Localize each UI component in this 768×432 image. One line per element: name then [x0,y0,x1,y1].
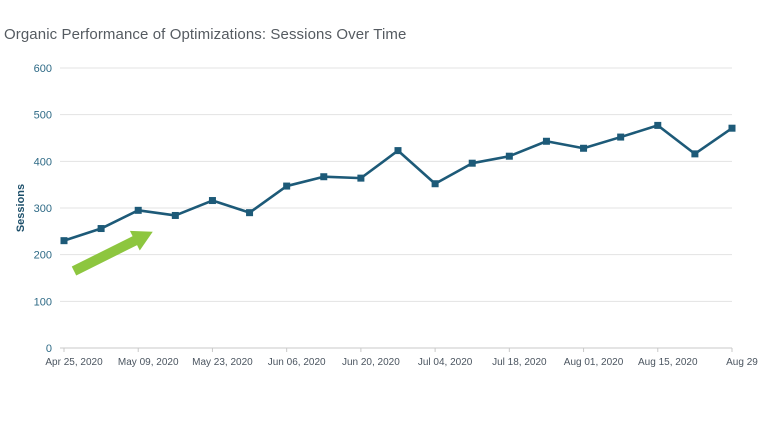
data-point-12 [505,152,513,160]
x-tick-label-16: Aug 15, 2020 [638,357,698,368]
x-tick-label-10: Jul 04, 2020 [418,357,473,368]
data-point-10 [431,180,439,188]
data-point-2 [134,206,142,214]
data-point-0 [60,237,68,245]
y-tick-label-500: 500 [34,110,52,122]
y-tick-label-300: 300 [34,203,52,215]
x-tick-label-8: Jun 20, 2020 [342,357,400,368]
x-tick-label-0: Apr 25, 2020 [45,357,103,368]
y-tick-label-400: 400 [34,156,52,168]
data-point-9 [394,147,402,155]
data-point-14 [580,144,588,152]
x-tick-label-18: Aug 29 [726,357,758,368]
sessions-line [62,124,734,242]
data-point-7 [320,173,328,181]
data-point-13 [542,137,550,145]
trend-arrow-icon [71,230,153,276]
data-point-15 [617,133,625,141]
y-tick-label-0: 0 [46,343,52,355]
x-tick-label-2: May 09, 2020 [118,357,179,368]
data-point-6 [283,182,291,190]
data-point-4 [208,197,216,205]
x-tick-label-14: Aug 01, 2020 [564,357,624,368]
data-point-5 [246,209,254,217]
y-tick-label-600: 600 [34,63,52,75]
data-point-8 [357,174,365,182]
data-point-11 [468,159,476,167]
data-point-18 [728,124,736,132]
y-tick-label-100: 100 [34,296,52,308]
y-tick-label-200: 200 [34,250,52,262]
y-axis-title: Sessions [15,184,27,232]
x-tick-label-4: May 23, 2020 [192,357,253,368]
x-tick-label-12: Jul 18, 2020 [492,357,547,368]
data-point-17 [691,150,699,158]
data-point-1 [97,225,105,233]
data-point-16 [654,121,662,129]
x-tick-label-6: Jun 06, 2020 [268,357,326,368]
chart-title: Organic Performance of Optimizations: Se… [4,26,407,43]
data-point-3 [171,211,179,219]
